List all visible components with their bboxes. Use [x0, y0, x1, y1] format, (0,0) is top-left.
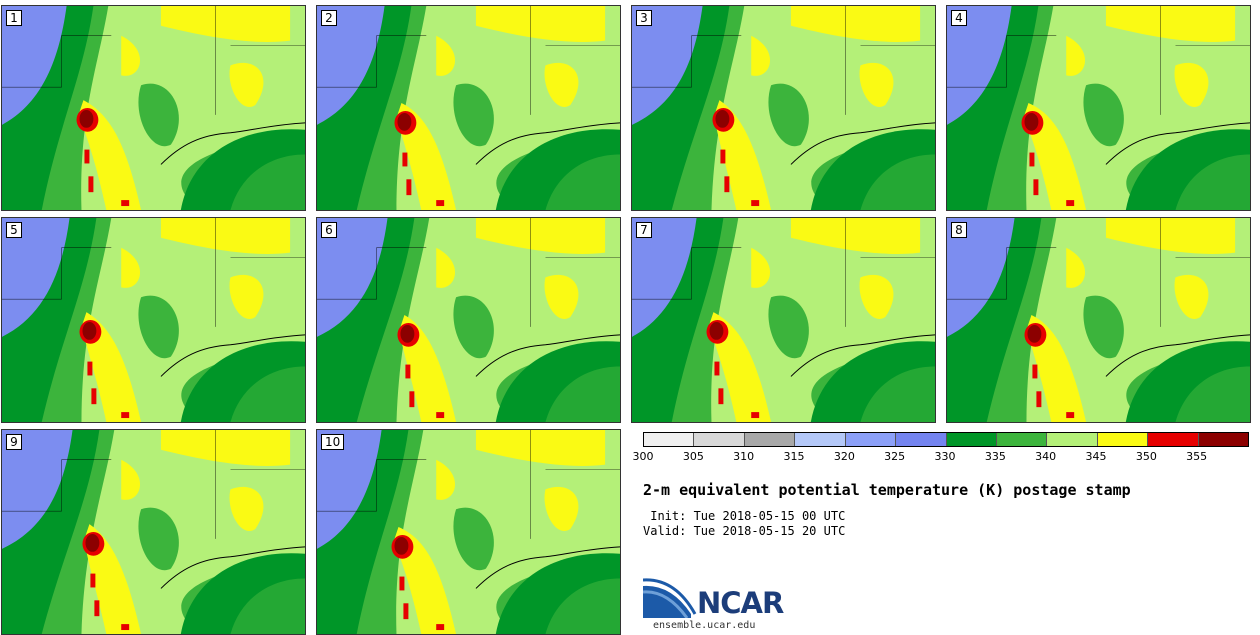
colorbar-tick-label: 335 — [984, 450, 1006, 463]
colorbar-tick-label: 300 — [632, 450, 654, 463]
colorbar-segment — [1047, 433, 1098, 446]
colorbar-tick-label: 340 — [1035, 450, 1057, 463]
panel-label: 2 — [321, 10, 337, 26]
ncar-logo-text: NCAR — [697, 586, 784, 620]
panel-label: 1 — [6, 10, 22, 26]
map-panel-5: 5 — [1, 217, 306, 423]
panel-label: 3 — [636, 10, 652, 26]
panel-label: 6 — [321, 222, 337, 238]
colorbar-tick-label: 315 — [783, 450, 805, 463]
map-panel-6: 6 — [316, 217, 621, 423]
colorbar-tick-label: 325 — [884, 450, 906, 463]
map-panel-4: 4 — [946, 5, 1251, 211]
colorbar-tick-label: 355 — [1186, 450, 1208, 463]
panel-label: 9 — [6, 434, 22, 450]
map-panel-7: 7 — [631, 217, 936, 423]
colorbar-tick-label: 345 — [1085, 450, 1107, 463]
colorbar-segment — [896, 433, 947, 446]
colorbar-segment — [996, 433, 1048, 446]
ensemble-url: ensemble.ucar.edu — [653, 620, 756, 631]
colorbar-segment — [845, 433, 897, 446]
map-panel-10: 10 — [316, 429, 621, 635]
colorbar — [643, 432, 1249, 447]
panel-label: 8 — [951, 222, 967, 238]
panel-label: 7 — [636, 222, 652, 238]
ncar-logo-icon — [643, 578, 697, 618]
valid-time: Valid: Tue 2018-05-15 20 UTC — [643, 524, 846, 538]
map-panel-9: 9 — [1, 429, 306, 635]
panel-label: 5 — [6, 222, 22, 238]
colorbar-segment — [644, 433, 695, 446]
colorbar-segment — [744, 433, 796, 446]
colorbar-segment — [1148, 433, 1199, 446]
map-panel-1: 1 — [1, 5, 306, 211]
colorbar-tick-label: 305 — [682, 450, 704, 463]
map-panel-8: 8 — [946, 217, 1251, 423]
colorbar-tick-label: 310 — [733, 450, 755, 463]
map-panel-2: 2 — [316, 5, 621, 211]
colorbar-segment — [1097, 433, 1149, 446]
panel-label: 4 — [951, 10, 967, 26]
colorbar-tick-label: 320 — [833, 450, 855, 463]
map-panel-3: 3 — [631, 5, 936, 211]
plot-title: 2-m equivalent potential temperature (K)… — [643, 481, 1131, 499]
colorbar-segment — [946, 433, 997, 446]
colorbar-segment — [795, 433, 846, 446]
panel-label: 10 — [321, 434, 345, 450]
init-time: Init: Tue 2018-05-15 00 UTC — [643, 509, 846, 523]
colorbar-tick-label: 350 — [1135, 450, 1157, 463]
colorbar-tick-label: 330 — [934, 450, 956, 463]
colorbar-segment — [694, 433, 745, 446]
colorbar-segment — [1198, 433, 1249, 446]
